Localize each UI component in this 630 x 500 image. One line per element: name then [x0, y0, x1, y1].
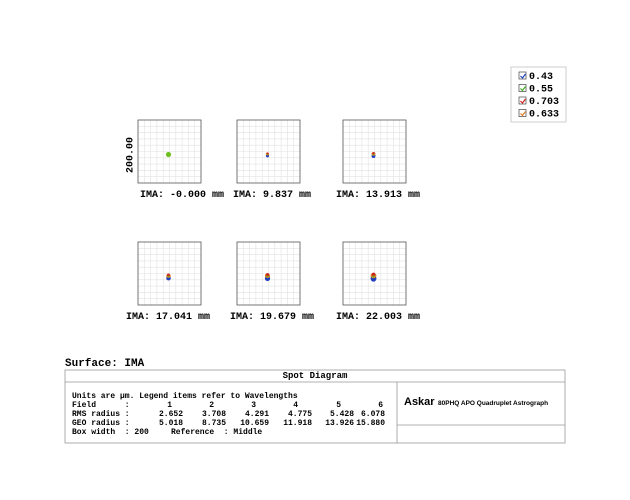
- spot: [372, 153, 375, 156]
- spot: [266, 152, 269, 155]
- info-note: Units are µm. Legend items refer to Wave…: [72, 392, 298, 401]
- box-width: Reference : Middle: [171, 428, 262, 437]
- spot: [372, 275, 375, 278]
- panel-label: IMA: 19.679 mm: [230, 312, 314, 323]
- box-width: Box width : 200: [72, 428, 149, 437]
- panel-label: IMA: 17.041 mm: [126, 312, 210, 323]
- row-value: 13.926: [325, 419, 354, 428]
- panel-frame: [342, 119, 407, 184]
- legend-item: 0.55: [529, 85, 553, 96]
- logo-brand: Askar: [404, 396, 435, 408]
- row-label: RMS radius :: [72, 410, 130, 419]
- panel-frame: [236, 241, 301, 306]
- row-value: 4.291: [245, 410, 269, 419]
- panel-frame: [342, 241, 407, 306]
- spot: [266, 275, 269, 278]
- row-value: 2: [209, 401, 214, 410]
- diagram-title: Spot Diagram: [283, 371, 348, 381]
- legend-checkbox: [518, 84, 527, 92]
- row-value: 4: [293, 401, 298, 410]
- spot: [372, 151, 375, 155]
- logo-product: 80PHQ APO Quadruplet Astrograph: [438, 400, 548, 407]
- row-value: 8.735: [202, 419, 226, 428]
- row-value: 1: [167, 401, 172, 410]
- row-value: 11.918: [283, 419, 312, 428]
- panel-label: IMA: 13.913 mm: [336, 190, 420, 201]
- row-value: 5.428: [330, 410, 354, 419]
- spot: [371, 272, 376, 277]
- spot: [265, 273, 270, 277]
- row-label: GEO radius :: [72, 419, 130, 428]
- legend-checkbox: [518, 109, 527, 117]
- panel-label: IMA: -0.000 mm: [140, 190, 224, 201]
- surface-label: Surface: IMA: [65, 358, 145, 370]
- row-value: 3.708: [202, 410, 226, 419]
- spot: [165, 151, 172, 158]
- scale-label: 200.00: [126, 137, 137, 173]
- legend-checkbox: [518, 96, 527, 105]
- row-value: 3: [251, 401, 256, 410]
- legend-check: [520, 111, 526, 117]
- row-value: 15.880: [356, 419, 385, 428]
- legend-item: 0.633: [529, 110, 559, 121]
- row-value: 4.775: [288, 410, 312, 419]
- legend-check: [520, 98, 526, 104]
- row-value: 10.659: [240, 419, 269, 428]
- row-label: Field :: [72, 401, 130, 410]
- legend-item: 0.703: [529, 97, 559, 108]
- row-value: 2.652: [159, 410, 183, 419]
- panel-label: IMA: 22.003 mm: [336, 312, 420, 323]
- legend-checkbox: [518, 71, 527, 80]
- panel-label: IMA: 9.837 mm: [233, 190, 311, 201]
- row-value: 6: [378, 401, 383, 410]
- panel-frame: [137, 241, 202, 306]
- legend-check: [520, 73, 526, 79]
- row-value: 6.078: [361, 410, 385, 419]
- panel-frame: [137, 119, 202, 184]
- panel-frame: [236, 119, 301, 184]
- legend-check: [520, 86, 526, 92]
- row-value: 5.018: [159, 419, 183, 428]
- row-value: 5: [336, 401, 341, 410]
- spot: [167, 275, 170, 278]
- spot: [167, 273, 170, 277]
- spot: [266, 153, 269, 156]
- info-frame: [64, 369, 566, 444]
- legend-item: 0.43: [529, 72, 553, 83]
